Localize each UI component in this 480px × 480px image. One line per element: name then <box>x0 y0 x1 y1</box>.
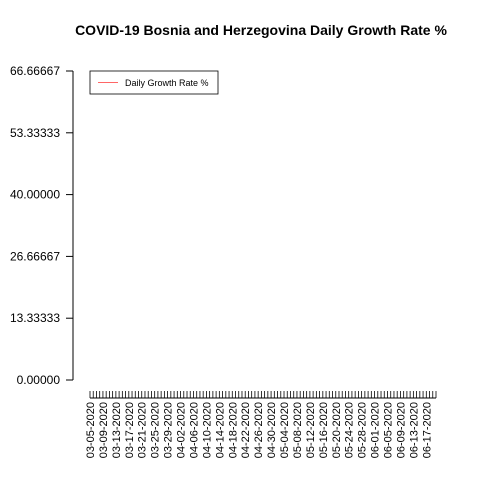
legend: Daily Growth Rate % <box>89 70 219 95</box>
x-tick-label: 04-22-2020 <box>240 402 252 458</box>
x-tick-label: 03-05-2020 <box>85 402 97 458</box>
y-tick-label: 40.00000 <box>10 188 60 202</box>
x-tick-label: 06-09-2020 <box>395 402 407 458</box>
x-tick-label: 04-14-2020 <box>214 402 226 458</box>
x-tick-label: 04-26-2020 <box>253 402 265 458</box>
x-tick-label: 05-12-2020 <box>305 402 317 458</box>
x-tick-label: 05-08-2020 <box>292 402 304 458</box>
x-tick-label: 06-01-2020 <box>370 402 382 458</box>
x-tick-label: 05-28-2020 <box>357 402 369 458</box>
y-tick-label: 0.00000 <box>17 373 61 387</box>
y-tick-label: 66.66667 <box>10 64 60 78</box>
x-tick-label: 03-21-2020 <box>137 402 149 458</box>
x-tick-label: 04-02-2020 <box>176 402 188 458</box>
x-tick-label: 06-13-2020 <box>408 402 420 458</box>
x-tick-label: 05-04-2020 <box>279 402 291 458</box>
x-axis-ticks <box>89 391 437 398</box>
y-axis-ticks: 0.00000 13.33333 26.66667 40.00000 53.33333 6… <box>10 64 73 387</box>
y-tick-label: 26.66667 <box>10 249 60 263</box>
legend-box <box>89 70 219 95</box>
x-tick-label: 04-30-2020 <box>266 402 278 458</box>
x-tick-label: 03-13-2020 <box>111 402 123 458</box>
x-tick-label: 04-18-2020 <box>227 402 239 458</box>
chart-title: COVID-19 Bosnia and Herzegovina Daily Gr… <box>75 22 447 38</box>
legend-label: Daily Growth Rate % <box>125 78 209 88</box>
x-tick-label: 06-17-2020 <box>421 402 433 458</box>
x-tick-label: 03-29-2020 <box>163 402 175 458</box>
y-tick-label: 53.33333 <box>10 126 60 140</box>
x-tick-label: 06-05-2020 <box>382 402 394 458</box>
x-tick-label: 05-20-2020 <box>331 402 343 458</box>
x-tick-label: 03-17-2020 <box>124 402 136 458</box>
x-tick-label: 05-24-2020 <box>344 402 356 458</box>
x-axis-tick-labels: 03-05-2020 03-09-2020 03-13-2020 03-17-2020… <box>85 402 433 458</box>
x-tick-label: 04-10-2020 <box>201 402 213 458</box>
x-tick-label: 05-16-2020 <box>318 402 330 458</box>
x-tick-label: 03-25-2020 <box>150 402 162 458</box>
x-tick-label: 04-06-2020 <box>188 402 200 458</box>
y-tick-label: 13.33333 <box>10 311 60 325</box>
x-tick-label: 03-09-2020 <box>98 402 110 458</box>
